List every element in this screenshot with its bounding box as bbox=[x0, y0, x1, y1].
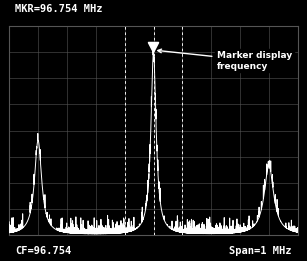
Text: MKR=96.754 MHz: MKR=96.754 MHz bbox=[15, 4, 103, 14]
Polygon shape bbox=[148, 43, 159, 52]
Text: CF=96.754: CF=96.754 bbox=[15, 246, 72, 256]
Text: Marker display
frequency: Marker display frequency bbox=[158, 49, 292, 70]
Text: Span=1 MHz: Span=1 MHz bbox=[229, 246, 292, 256]
